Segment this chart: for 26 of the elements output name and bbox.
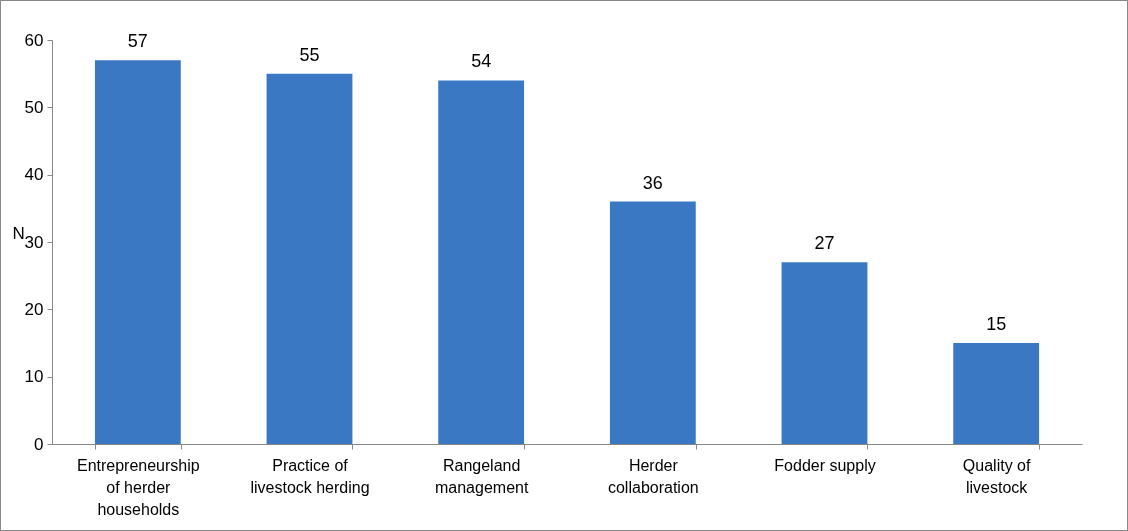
y-axis-title: N (12, 223, 25, 243)
x-tick-label: Rangeland management (434, 456, 529, 496)
y-tick-label: 60 (24, 30, 44, 50)
y-tick-label: 20 (24, 299, 44, 319)
data-label: 27 (814, 233, 835, 254)
bar (266, 73, 353, 444)
x-tick-label: Herder collaboration (607, 456, 699, 496)
y-tick-label: 0 (34, 434, 44, 454)
y-tick-label: 40 (24, 165, 44, 185)
x-tick-label: Quality of livestock (962, 456, 1032, 496)
data-label: 57 (127, 31, 148, 52)
data-label: 54 (471, 51, 492, 72)
data-label: 36 (642, 172, 663, 193)
x-tick-label: Entrepreneurship of herder households (76, 456, 200, 518)
bar (953, 343, 1040, 444)
bar (438, 80, 525, 444)
y-tick-label: 30 (24, 232, 44, 252)
bar (781, 262, 868, 444)
x-tick-label: Practice of livestock herding (250, 456, 370, 496)
y-tick-label: 50 (24, 97, 44, 117)
data-label: 15 (986, 314, 1007, 334)
y-tick-label: 10 (24, 367, 44, 387)
x-tick-label: Fodder supply (774, 456, 876, 474)
bar (94, 60, 181, 444)
data-label: 55 (299, 44, 320, 65)
bar (609, 201, 696, 444)
